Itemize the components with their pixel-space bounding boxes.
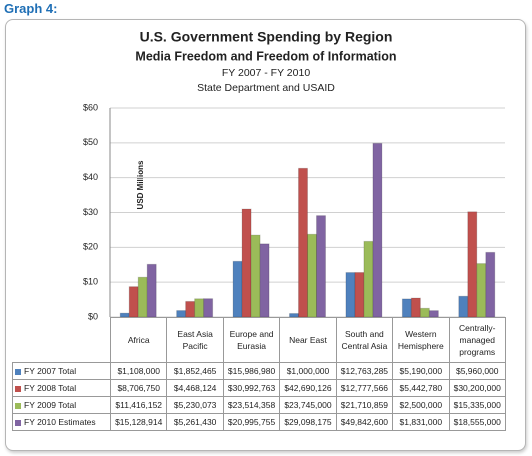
x-tick-label: South and Central Asia [335, 317, 394, 363]
y-tick-label: $30 [83, 207, 98, 217]
bar [194, 298, 205, 318]
table-cell: $23,745,000 [279, 396, 337, 414]
x-tick-label: Centrally-managed programs [448, 317, 506, 363]
header: Graph 4: [4, 1, 58, 16]
y-axis-label: USD Millions [136, 160, 145, 209]
bar [419, 307, 430, 318]
table-cell: $4,468,124 [166, 379, 224, 397]
bar [203, 298, 214, 318]
legend-key [15, 368, 21, 375]
bar [458, 295, 469, 318]
y-tick-label: $0 [88, 311, 98, 321]
bar [372, 142, 383, 318]
bar [354, 271, 365, 318]
table-cell: $49,842,600 [335, 413, 394, 431]
table-cell: $12,777,566 [335, 379, 394, 397]
x-tick-label: Europe and Eurasia [222, 317, 281, 363]
y-tick-label: $20 [83, 242, 98, 252]
legend-key [15, 419, 21, 426]
bar [250, 234, 261, 318]
legend-label: FY 2010 Estimates [24, 417, 96, 427]
bar [316, 215, 326, 318]
chart-subtitle: State Department and USAID [197, 82, 335, 94]
bar [410, 297, 421, 318]
legend-entry: FY 2009 Total [12, 396, 111, 414]
chart-subtitle: Media Freedom and Freedom of Information [135, 49, 396, 63]
x-tick-label: East Asia Pacific [166, 317, 224, 363]
table-row: FY 2009 Total $11,416,152 $5,230,073 $23,51… [12, 396, 506, 414]
legend-entry: FY 2010 Estimates [12, 413, 111, 431]
table-cell: $1,000,000 [279, 362, 337, 380]
table-cell: $5,261,430 [166, 413, 224, 431]
legend-label: FY 2007 Total [24, 366, 77, 376]
bar [232, 260, 243, 318]
chart-title: U.S. Government Spending by Region [140, 29, 393, 45]
table-cell: $30,992,763 [222, 379, 281, 397]
chart-subtitle: FY 2007 - FY 2010 [222, 67, 310, 79]
bar [185, 300, 196, 318]
x-tick-label: Near East [279, 317, 337, 363]
table-cell: $15,335,000 [448, 396, 506, 414]
table-cell: $42,690,126 [279, 379, 337, 397]
table-cell: $15,128,914 [109, 413, 168, 431]
table-cell: $1,831,000 [392, 413, 450, 431]
table-cell: $5,230,073 [166, 396, 224, 414]
x-tick-label: Africa [109, 317, 168, 363]
bar [146, 263, 157, 318]
table-row: FY 2010 Estimates $15,128,914 $5,261,430 $2… [12, 413, 506, 431]
table-row: FY 2008 Total $8,706,750 $4,468,124 $30,992… [12, 379, 506, 397]
x-tick-label: Western Hemisphere [392, 317, 450, 363]
table-cell: $2,500,000 [392, 396, 450, 414]
bar [476, 263, 487, 318]
table-corner [13, 318, 111, 363]
table-cell: $1,108,000 [109, 362, 168, 380]
category-row: Africa East Asia Pacific Europe and Eurasi… [13, 317, 506, 363]
bar [259, 243, 270, 318]
legend-entry: FY 2007 Total [12, 362, 111, 380]
table-cell: $5,442,780 [392, 379, 450, 397]
bar [345, 272, 356, 318]
table-cell: $12,763,285 [335, 362, 394, 380]
legend-key [15, 402, 21, 409]
bar [467, 211, 478, 318]
table-cell: $23,514,358 [222, 396, 281, 414]
legend-entry: FY 2008 Total [12, 379, 111, 397]
table-cell: $8,706,750 [109, 379, 168, 397]
bar [307, 233, 317, 318]
y-tick-label: $60 [83, 102, 98, 112]
bar [401, 298, 412, 318]
table-cell: $20,995,755 [222, 413, 281, 431]
y-tick-label: $40 [83, 172, 98, 182]
legend-label: FY 2009 Total [24, 400, 77, 410]
bar [241, 208, 252, 318]
table-cell: $30,200,000 [448, 379, 506, 397]
y-tick-label: $50 [83, 137, 98, 147]
y-tick-label: $10 [83, 277, 98, 287]
bar [485, 251, 496, 318]
table-cell: $5,190,000 [392, 362, 450, 380]
table-cell: $5,960,000 [448, 362, 506, 380]
table-cell: $21,710,859 [335, 396, 394, 414]
bar [128, 286, 139, 318]
table-row: FY 2007 Total $1,108,000 $1,852,465 $15,986… [12, 362, 506, 380]
legend-label: FY 2008 Total [24, 383, 77, 393]
table-cell: $18,555,000 [448, 413, 506, 431]
bar [298, 167, 308, 318]
bar [363, 240, 374, 318]
table-cell: $15,986,980 [222, 362, 281, 380]
bar [137, 276, 148, 318]
data-table: Africa East Asia Pacific Europe and Eurasi… [12, 317, 506, 431]
table-cell: $11,416,152 [109, 396, 168, 414]
legend-key [15, 385, 21, 392]
bar [428, 310, 439, 318]
table-cell: $29,098,175 [279, 413, 337, 431]
table-cell: $1,852,465 [166, 362, 224, 380]
